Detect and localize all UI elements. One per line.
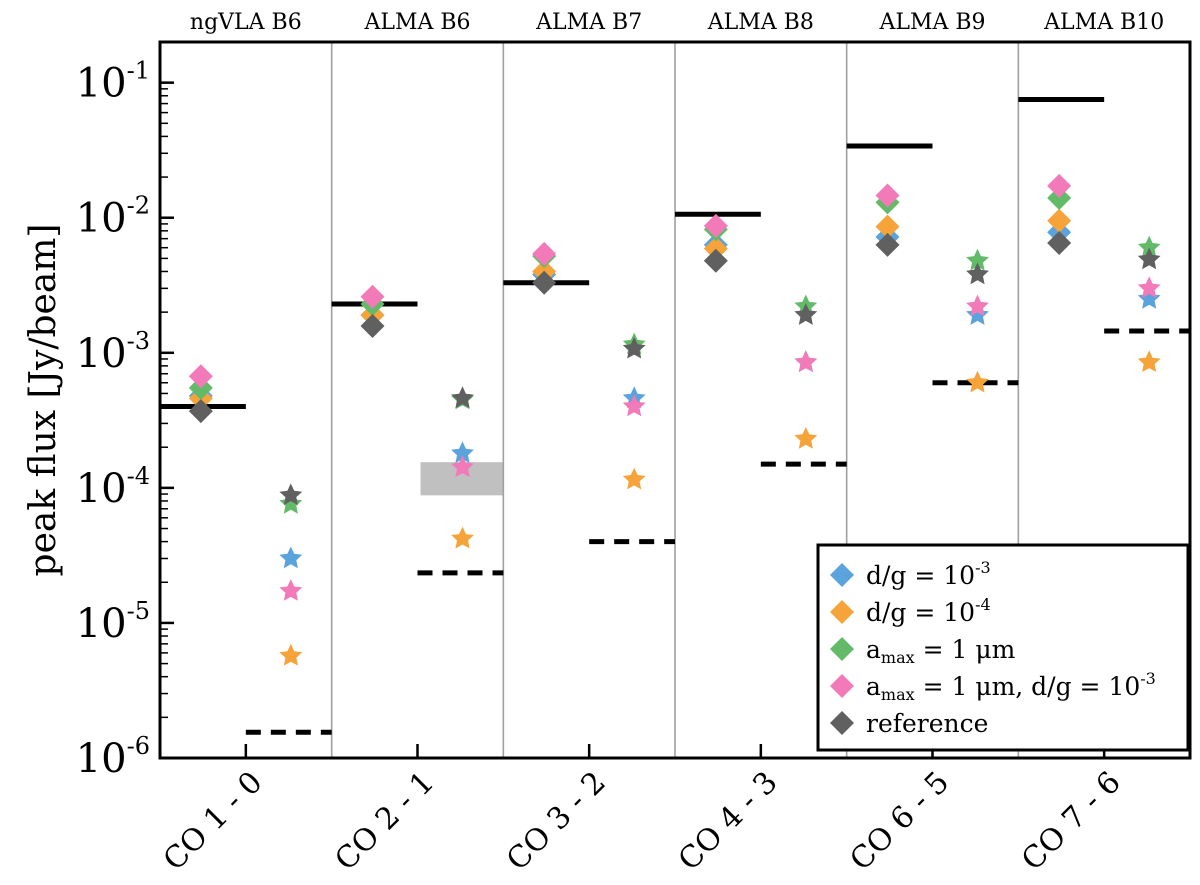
star-point <box>794 303 818 325</box>
diamond-point <box>875 214 900 239</box>
legend-entry-text: amax = 1 μm, d/g = 10-3 <box>866 669 1156 704</box>
star-point <box>622 467 646 490</box>
band-label: ALMA B7 <box>535 10 642 35</box>
star-point <box>966 248 989 271</box>
diamond-point <box>360 313 385 338</box>
star-point <box>279 483 303 506</box>
y-axis-label: peak flux [Jy/beam] <box>23 224 64 577</box>
star-point <box>279 546 303 569</box>
diamond-point <box>1047 230 1072 255</box>
y-tick-label: 10-6 <box>76 732 150 782</box>
star-point <box>1137 247 1161 270</box>
y-tick-label: 10-3 <box>76 327 150 377</box>
y-tick-label: 10-1 <box>76 57 150 107</box>
x-tick-label: CO 2 - 1 <box>328 765 441 878</box>
band-label: ngVLA B6 <box>190 10 302 35</box>
star-point <box>279 579 303 601</box>
diamond-point <box>703 213 728 238</box>
star-point <box>622 394 646 417</box>
legend-marker <box>830 600 854 624</box>
star-point <box>966 370 989 393</box>
diamond-point <box>360 284 385 309</box>
star-point <box>794 350 818 372</box>
diamond-point <box>703 236 728 261</box>
diamond-point <box>188 399 213 424</box>
diamond-point <box>532 241 557 266</box>
band-label: ALMA B8 <box>707 10 814 35</box>
diamond-point <box>188 364 213 389</box>
star-point <box>966 262 989 285</box>
diamond-point <box>1047 173 1072 198</box>
star-point <box>451 441 474 464</box>
star-point <box>451 455 474 477</box>
x-tick-label: CO 1 - 0 <box>157 765 270 878</box>
legend-marker <box>830 711 854 735</box>
diamond-point <box>1047 208 1072 233</box>
star-point <box>622 336 646 359</box>
diamond-point <box>703 248 728 273</box>
diamond-point <box>875 232 900 257</box>
y-tick-label: 10-4 <box>76 462 150 512</box>
diamond-point <box>875 183 900 208</box>
separator-layer <box>330 42 1020 758</box>
star-point <box>451 526 474 549</box>
band-label: ALMA B6 <box>363 10 470 35</box>
star-point <box>794 427 818 449</box>
diamond-point <box>532 270 557 295</box>
band-label: ALMA B9 <box>878 10 985 35</box>
data-marks <box>160 97 1190 735</box>
diamond-point <box>1047 185 1072 210</box>
star-point <box>279 492 303 514</box>
star-point <box>279 643 303 666</box>
legend-entry-text: d/g = 10-4 <box>866 595 991 627</box>
legend-entry-text: amax = 1 μm <box>866 635 1016 667</box>
x-tick-label: CO 3 - 2 <box>500 765 613 878</box>
legend-marker <box>830 563 854 587</box>
y-tick-label: 10-2 <box>76 192 150 242</box>
x-tick-label: CO 4 - 3 <box>672 765 785 878</box>
legend-marker <box>830 637 854 661</box>
star-point <box>1137 350 1161 372</box>
star-point <box>966 303 989 325</box>
legend-marker <box>830 674 854 698</box>
legend-box <box>816 543 1190 752</box>
plot-frame <box>158 40 1192 760</box>
star-point <box>1137 287 1161 309</box>
legend-entry-text: d/g = 10-3 <box>866 558 991 590</box>
star-point <box>1137 235 1161 258</box>
star-point <box>1137 276 1161 299</box>
star-point <box>966 294 989 317</box>
y-tick-label: 10-5 <box>76 597 150 647</box>
x-tick-label: CO 7 - 6 <box>1015 765 1128 878</box>
legend-entry-text: reference <box>866 709 988 738</box>
band-label: ALMA B10 <box>1043 10 1164 35</box>
star-point <box>451 386 474 409</box>
x-tick-label: CO 6 - 5 <box>843 765 956 878</box>
